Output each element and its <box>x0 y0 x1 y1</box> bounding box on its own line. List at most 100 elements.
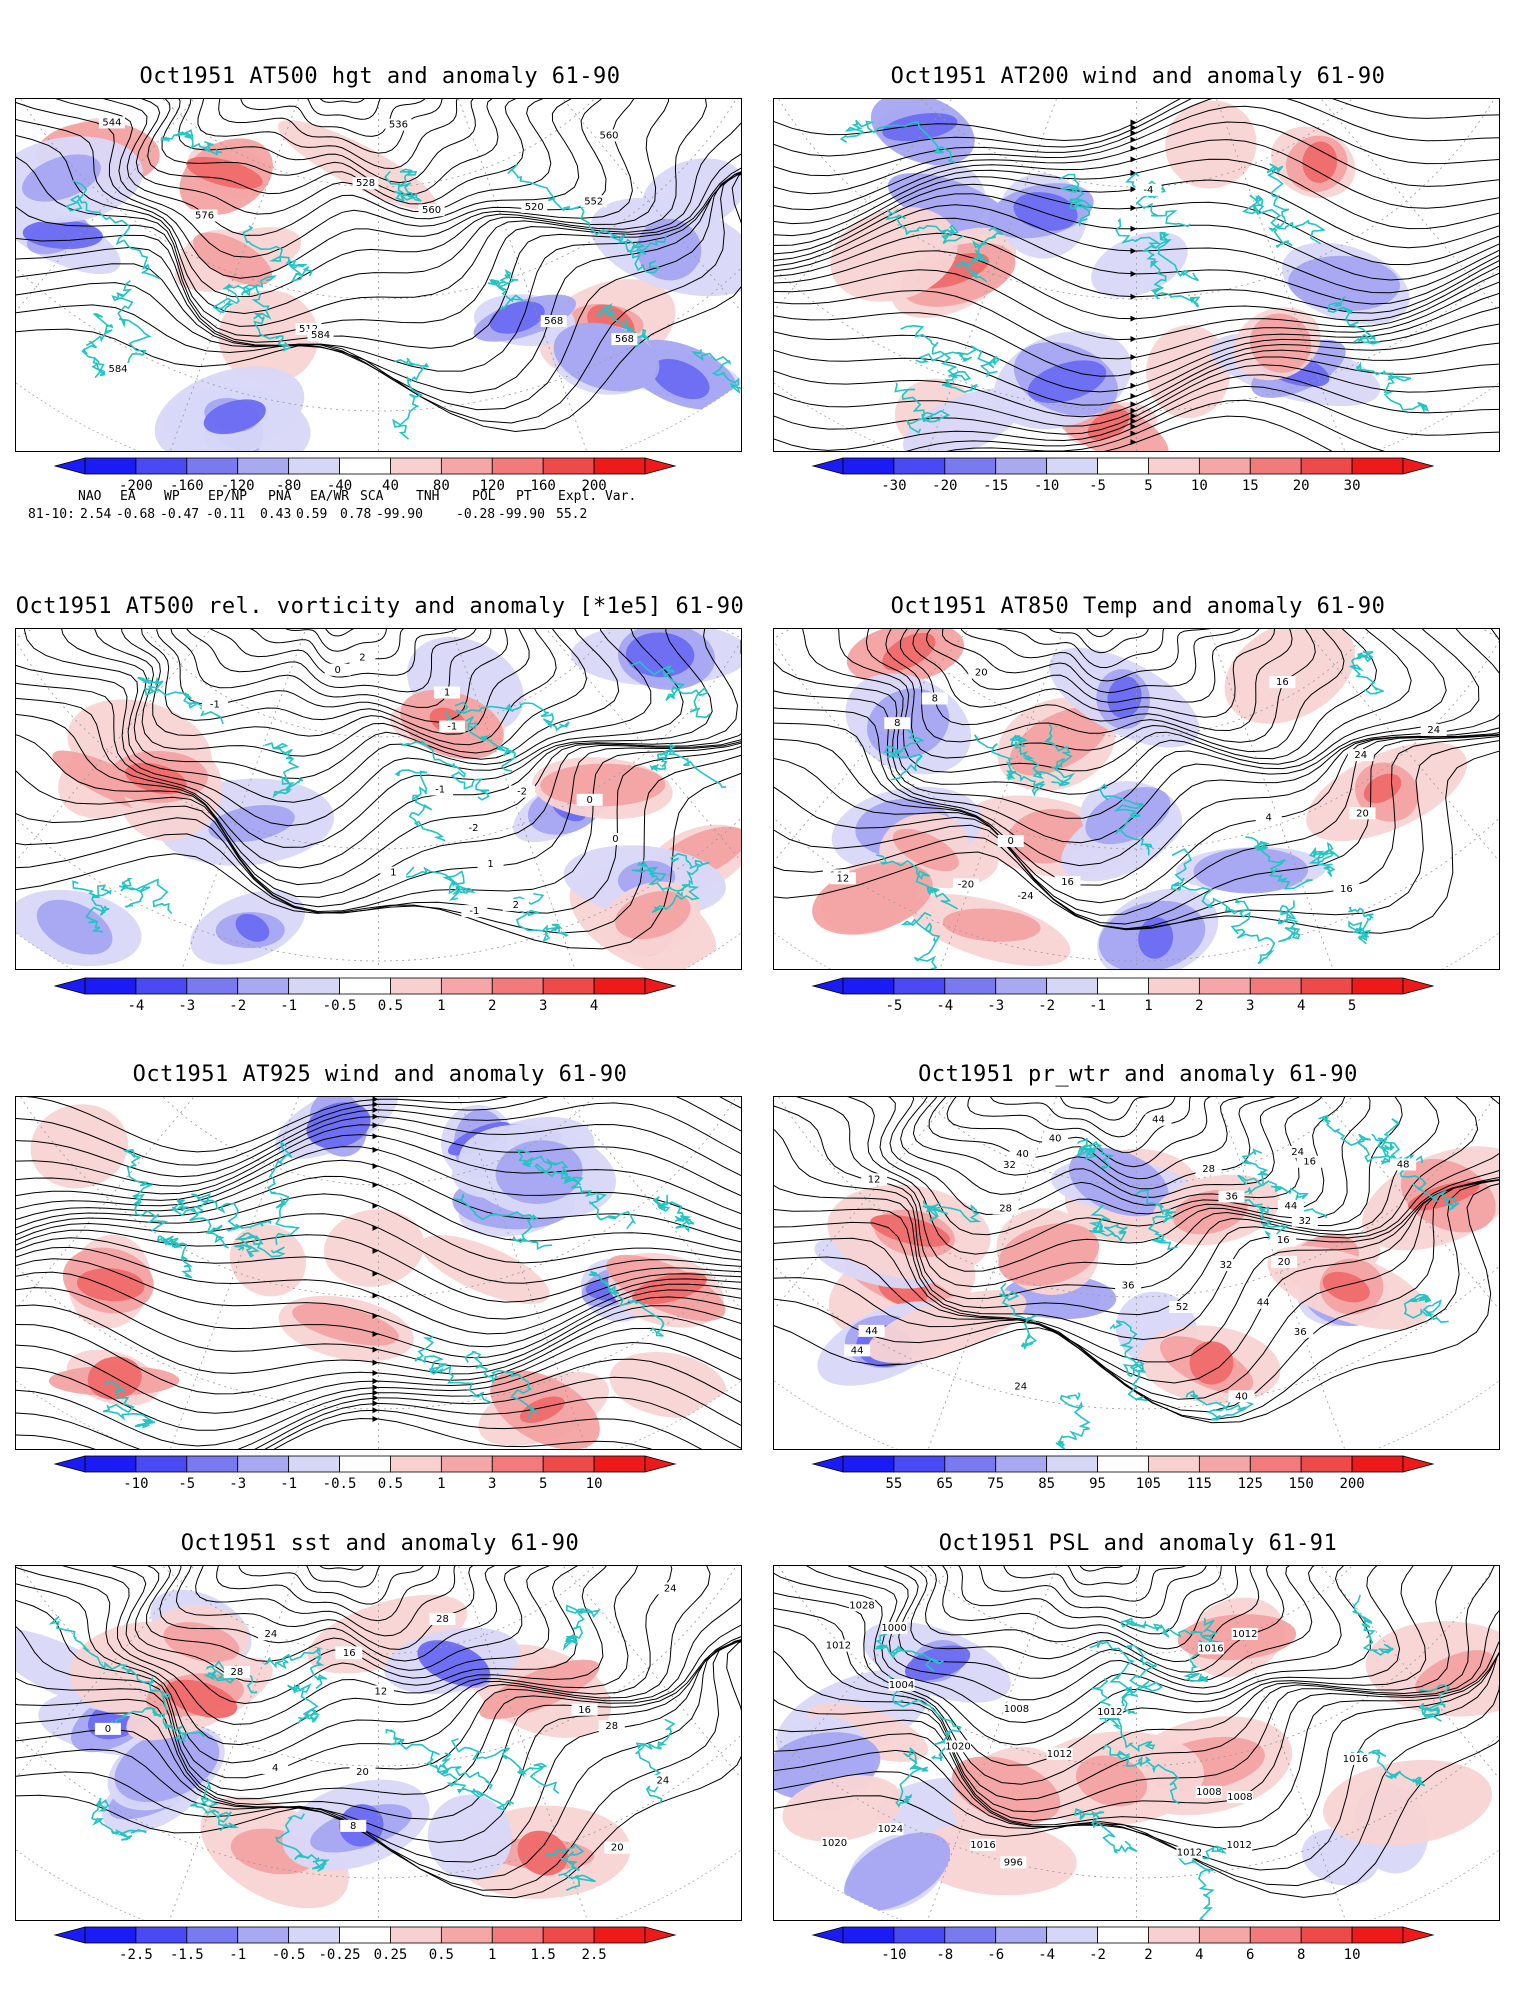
colorbar-tick-label: -2.5 <box>119 1947 153 1963</box>
colorbar-swatch <box>1046 977 1098 995</box>
colorbar-tick-label: -0.5 <box>323 998 357 1014</box>
colorbar-swatch <box>390 1926 442 1944</box>
map-frame: 512520528536544552560568560568576584584 <box>15 98 742 452</box>
colorbar-tick-label: -1.5 <box>170 1947 204 1963</box>
colorbar-swatch <box>135 1926 188 1944</box>
colorbar-swatch <box>237 457 290 475</box>
contour-label: 16 <box>1340 884 1353 895</box>
colorbar-swatch <box>1097 1926 1149 1944</box>
contour-label: 24 <box>265 1629 278 1640</box>
colorbar-tick-label: 5 <box>539 1476 547 1492</box>
colorbar-swatch <box>1402 457 1435 475</box>
teleconnection-value: 55.2 <box>556 507 588 522</box>
contour-label: 44 <box>1152 1115 1165 1126</box>
teleconnection-value: -99.90 <box>498 507 545 522</box>
contour-label: 40 <box>1049 1134 1062 1145</box>
colorbar-tick-label: -6 <box>987 1947 1004 1963</box>
colorbar-tick-label: 125 <box>1238 1476 1263 1492</box>
contour-label: -1 <box>469 906 479 917</box>
colorbar: -10 -8 -6 -4 -2 2 4 6 8 10 <box>811 1926 1463 1971</box>
colorbar-tick-label: 15 <box>1242 478 1259 494</box>
contour-lines <box>774 1097 1499 1424</box>
colorbar-tick-label: 1 <box>1144 998 1152 1014</box>
colorbar-tick-label: 0.25 <box>374 1947 408 1963</box>
colorbar-tick-label: -10 <box>1034 478 1059 494</box>
contour-label: -24 <box>1017 891 1033 902</box>
contour-label: 2 <box>513 900 519 911</box>
colorbar-tick-label: 85 <box>1038 1476 1055 1492</box>
colorbar-swatch <box>995 1926 1048 1944</box>
contour-label: -1 <box>435 785 445 796</box>
colorbar-swatch <box>440 457 493 475</box>
contour-label: 16 <box>1276 677 1289 688</box>
colorbar-tick-label: -120 <box>221 478 255 494</box>
contour-label: 16 <box>343 1648 356 1659</box>
hemisphere-mask <box>16 383 741 451</box>
contour-label: 1012 <box>826 1641 851 1652</box>
map-canvas: 3228364452404412162428323624162040444844… <box>774 1097 1499 1449</box>
contour-label: -20 <box>958 880 974 891</box>
panel-title: Oct1951 AT850 Temp and anomaly 61-90 <box>890 594 1386 619</box>
colorbar-swatch <box>811 977 844 995</box>
colorbar-swatch <box>491 977 544 995</box>
colorbar-swatch <box>1148 1455 1200 1473</box>
contour-label: 44 <box>1257 1298 1270 1309</box>
colorbar-swatch <box>893 1926 946 1944</box>
panel-title: Oct1951 AT500 hgt and anomaly 61-90 <box>139 64 621 89</box>
contour-label: 1028 <box>849 1600 874 1611</box>
colorbar-tick-label: -2 <box>1038 998 1055 1014</box>
colorbar-tick-label: -1 <box>229 1947 246 1963</box>
colorbar-tick-label: -2 <box>229 998 246 1014</box>
colorbar-swatch <box>84 457 137 475</box>
contour-lines <box>16 629 741 950</box>
colorbar-swatch <box>1198 1455 1251 1473</box>
colorbar-swatch <box>491 1926 544 1944</box>
colorbar-tick-label: -5 <box>1089 478 1106 494</box>
contour-label: 560 <box>599 130 618 141</box>
colorbar-tick-label: -20 <box>932 478 957 494</box>
colorbar-tick-label: -1 <box>280 1476 297 1492</box>
colorbar-tick-label: -1 <box>1089 998 1106 1014</box>
colorbar-swatch <box>944 977 997 995</box>
colorbar-swatch <box>1249 457 1302 475</box>
colorbar-swatch <box>1046 1926 1098 1944</box>
colorbar-swatch <box>53 1926 86 1944</box>
contour-label: 1000 <box>881 1623 906 1634</box>
contour-label: 1012 <box>1177 1847 1202 1858</box>
colorbar-tick-label: -160 <box>170 478 204 494</box>
colorbar-tick-label: 0.5 <box>429 1947 454 1963</box>
contour-label: 552 <box>584 196 603 207</box>
colorbar-swatch <box>593 977 646 995</box>
contour-label: 1 <box>444 688 450 699</box>
contour-label: 20 <box>975 668 988 679</box>
contour-label: 16 <box>1061 877 1074 888</box>
colorbar-tick-label: -15 <box>983 478 1008 494</box>
contour-label: 2 <box>359 652 365 663</box>
contour-label: 1016 <box>970 1840 995 1851</box>
map-canvas: 0 -1 2 -2 1 -1 0 -1 1 -2 2 0 -1 1 <box>16 629 741 969</box>
colorbar-tick-label: 1 <box>437 998 445 1014</box>
graticule <box>16 629 741 969</box>
colorbar-swatch <box>237 1926 290 1944</box>
colorbar-swatch <box>135 977 188 995</box>
contour-label: 1004 <box>889 1680 914 1691</box>
contour-label: 4 <box>272 1763 278 1774</box>
colorbar-swatch <box>491 457 544 475</box>
coastlines <box>102 1140 695 1429</box>
contour-label: 1016 <box>1198 1643 1223 1654</box>
contour-label: 24 <box>656 1776 669 1787</box>
colorbar-swatch <box>1402 1455 1435 1473</box>
contour-label: 24 <box>664 1583 677 1594</box>
contour-label: 0 <box>335 665 341 676</box>
colorbar-swatch <box>135 1455 188 1473</box>
contour-label: 44 <box>1284 1201 1297 1212</box>
contour-label: 36 <box>1122 1280 1135 1291</box>
colorbar-tick-label: 150 <box>1289 1476 1314 1492</box>
colorbar-tick-label: 105 <box>1136 1476 1161 1492</box>
colorbar-swatch <box>440 1926 493 1944</box>
contour-label: 28 <box>999 1203 1012 1214</box>
colorbar-swatch <box>1402 1926 1435 1944</box>
colorbar-swatch <box>842 1926 895 1944</box>
contour-label: 40 <box>1016 1149 1029 1160</box>
colorbar-swatch <box>644 1926 677 1944</box>
